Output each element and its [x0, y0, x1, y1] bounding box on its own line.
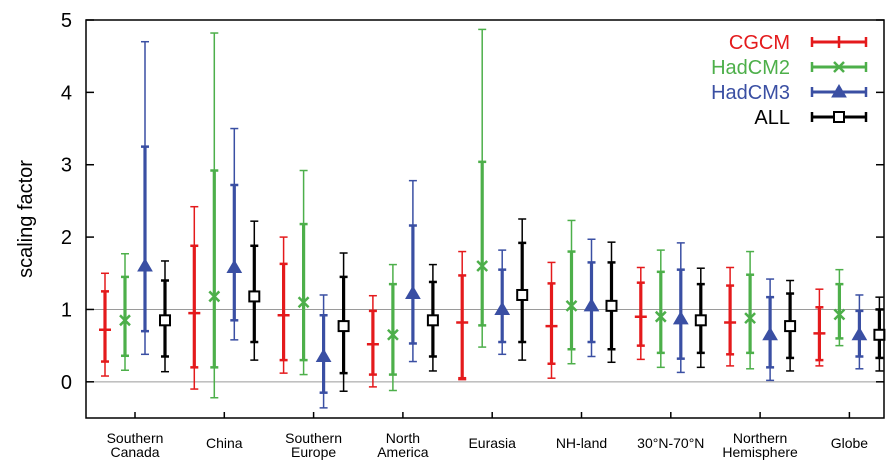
x-category-label: Europe	[291, 444, 336, 460]
marker-x	[119, 314, 131, 327]
legend-label: HadCM3	[711, 82, 790, 104]
marker-plus	[634, 310, 647, 323]
marker-triangle	[762, 326, 778, 341]
x-category-label: Eurasia	[468, 435, 516, 451]
y-axis: 0 1 2 3 4 5	[61, 10, 884, 394]
marker-square	[159, 314, 171, 327]
marker-x	[654, 310, 667, 323]
marker-triangle	[851, 326, 868, 341]
y-tick-label: 0	[61, 372, 72, 394]
legend-label: HadCM2	[711, 57, 790, 79]
marker-plus	[99, 323, 111, 336]
y-axis-label: scaling factor	[15, 160, 37, 278]
marker-square	[248, 290, 261, 303]
y-tick-label: 1	[61, 299, 72, 321]
marker-triangle	[672, 310, 689, 325]
marker-x	[833, 61, 845, 73]
series-all	[159, 218, 886, 392]
legend-label: ALL	[754, 107, 790, 129]
y-tick-label: 2	[61, 227, 72, 249]
marker-square	[605, 299, 618, 312]
x-category-label: China	[206, 435, 243, 451]
x-category-label: 30°N-70°N	[637, 435, 704, 451]
marker-triangle	[583, 297, 600, 312]
marker-triangle	[226, 259, 243, 273]
marker-square	[833, 111, 845, 123]
x-category-label: Hemisphere	[722, 444, 798, 460]
error-bars	[99, 28, 886, 409]
series-hadcm3	[137, 40, 868, 409]
x-category-label: Northern	[733, 430, 787, 446]
marker-triangle	[831, 84, 847, 98]
marker-triangle	[405, 285, 421, 300]
marker-square	[426, 314, 439, 327]
marker-plus	[456, 316, 469, 329]
marker-square	[516, 288, 529, 301]
y-tick-label: 5	[61, 10, 72, 32]
y-tick-label: 4	[61, 82, 72, 104]
marker-x	[565, 299, 578, 312]
x-category-label: Canada	[110, 444, 159, 460]
x-category-label: North	[386, 430, 420, 446]
legend-label: CGCM	[729, 32, 790, 54]
marker-plus	[545, 320, 558, 333]
marker-x	[387, 328, 399, 341]
reference-lines	[86, 308, 884, 383]
marker-plus	[277, 309, 290, 322]
marker-square	[694, 314, 707, 327]
marker-square	[873, 328, 886, 341]
series-cgcm	[99, 205, 826, 390]
marker-square	[784, 320, 797, 333]
x-category-label: Globe	[831, 435, 869, 451]
marker-square	[337, 320, 350, 333]
series-hadcm2	[119, 28, 846, 399]
marker-plus	[813, 327, 826, 340]
marker-x	[744, 312, 756, 325]
y-tick-label: 3	[61, 155, 72, 177]
marker-triangle	[137, 258, 153, 272]
x-category-label: NH-land	[556, 435, 607, 451]
x-category-label: Southern	[285, 430, 342, 446]
marker-plus	[188, 307, 201, 320]
marker-plus	[833, 36, 845, 48]
marker-x	[476, 260, 489, 272]
legend: CGCM HadCM2 HadCM3 ALL	[711, 32, 868, 129]
marker-plus	[724, 316, 737, 329]
x-category-label: America	[377, 444, 429, 460]
x-category-label: Southern	[107, 430, 164, 446]
marker-x	[208, 290, 221, 303]
marker-x	[297, 296, 310, 309]
marker-triangle	[315, 348, 332, 362]
marker-triangle	[494, 301, 511, 315]
marker-x	[833, 308, 846, 321]
plot-frame	[85, 19, 885, 419]
marker-plus	[366, 338, 379, 351]
